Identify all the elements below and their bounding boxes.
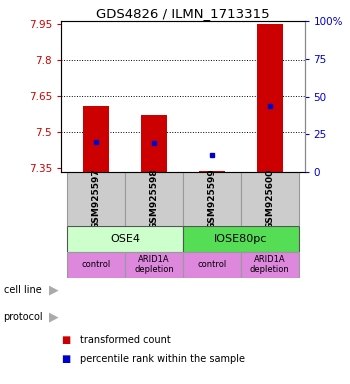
Bar [241,172,299,226]
Bar [199,171,225,172]
Bar [141,115,167,172]
Bar [241,252,299,278]
Text: IOSE80pc: IOSE80pc [214,234,267,244]
Bar [67,172,125,226]
Bar [67,226,183,252]
Text: ARID1A
depletion: ARID1A depletion [134,255,174,274]
Bar [125,172,183,226]
Text: OSE4: OSE4 [110,234,140,244]
Text: cell line: cell line [4,285,41,295]
Text: percentile rank within the sample: percentile rank within the sample [80,354,245,364]
Bar [125,252,183,278]
Text: control: control [197,260,226,269]
Bar [183,172,241,226]
Text: protocol: protocol [4,312,43,322]
Bar [257,23,283,172]
Text: ARID1A
depletion: ARID1A depletion [250,255,290,274]
Bar [183,226,299,252]
Text: ■: ■ [61,354,70,364]
Text: ▶: ▶ [49,283,59,296]
Text: GSM925597: GSM925597 [91,169,100,229]
Title: GDS4826 / ILMN_1713315: GDS4826 / ILMN_1713315 [96,7,270,20]
Text: transformed count: transformed count [80,335,171,345]
Text: GSM925600: GSM925600 [265,169,274,229]
Text: ▶: ▶ [49,310,59,323]
Text: ■: ■ [61,335,70,345]
Bar [67,252,125,278]
Bar [83,106,109,172]
Bar [183,252,241,278]
Text: control: control [81,260,111,269]
Text: GSM925599: GSM925599 [207,169,216,229]
Text: GSM925598: GSM925598 [149,169,159,229]
